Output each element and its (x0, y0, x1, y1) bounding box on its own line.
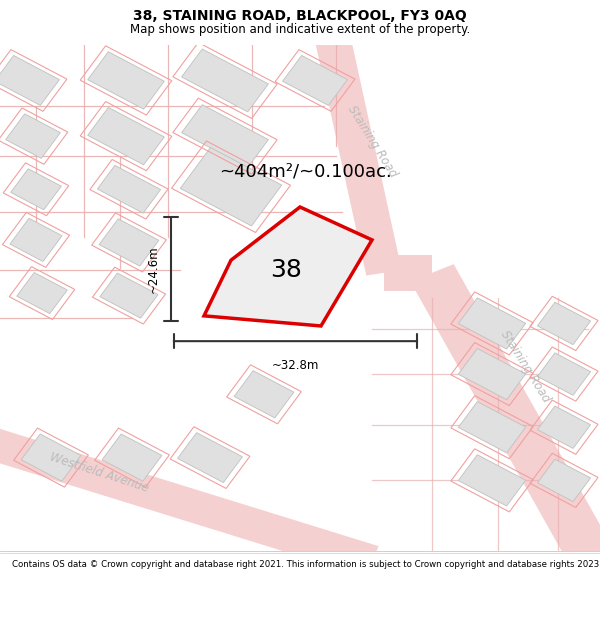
Polygon shape (180, 148, 282, 226)
Polygon shape (88, 52, 164, 109)
Polygon shape (97, 166, 161, 213)
Polygon shape (17, 272, 67, 314)
Text: ~32.8m: ~32.8m (272, 359, 319, 372)
Polygon shape (88, 107, 164, 165)
Polygon shape (315, 37, 402, 276)
Polygon shape (538, 459, 590, 502)
Text: Westfield Avenue: Westfield Avenue (48, 451, 150, 495)
Polygon shape (178, 432, 242, 482)
Polygon shape (0, 428, 379, 577)
Text: 38, STAINING ROAD, BLACKPOOL, FY3 0AQ: 38, STAINING ROAD, BLACKPOOL, FY3 0AQ (133, 9, 467, 23)
Polygon shape (458, 349, 526, 399)
Polygon shape (234, 371, 294, 418)
Text: Contains OS data © Crown copyright and database right 2021. This information is : Contains OS data © Crown copyright and d… (12, 560, 600, 569)
Polygon shape (458, 298, 526, 349)
Polygon shape (102, 434, 162, 481)
Text: Map shows position and indicative extent of the property.: Map shows position and indicative extent… (130, 23, 470, 36)
Polygon shape (538, 406, 590, 448)
Polygon shape (458, 402, 526, 453)
Polygon shape (99, 219, 159, 266)
Polygon shape (204, 207, 372, 326)
Polygon shape (10, 218, 62, 261)
Polygon shape (21, 434, 81, 481)
Polygon shape (11, 169, 61, 210)
Polygon shape (384, 255, 432, 291)
Polygon shape (5, 114, 61, 158)
Polygon shape (458, 455, 526, 506)
Text: ~404m²/~0.100ac.: ~404m²/~0.100ac. (219, 162, 392, 181)
Polygon shape (538, 302, 590, 344)
Text: Staining Road: Staining Road (344, 103, 400, 179)
Text: 38: 38 (269, 258, 302, 282)
Polygon shape (182, 105, 268, 168)
Polygon shape (283, 56, 347, 106)
Text: Staining Road: Staining Road (497, 328, 553, 405)
Polygon shape (410, 264, 600, 570)
Text: ~24.6m: ~24.6m (147, 245, 160, 293)
Polygon shape (182, 49, 268, 112)
Polygon shape (100, 273, 158, 318)
Polygon shape (0, 56, 59, 106)
Polygon shape (538, 353, 590, 395)
